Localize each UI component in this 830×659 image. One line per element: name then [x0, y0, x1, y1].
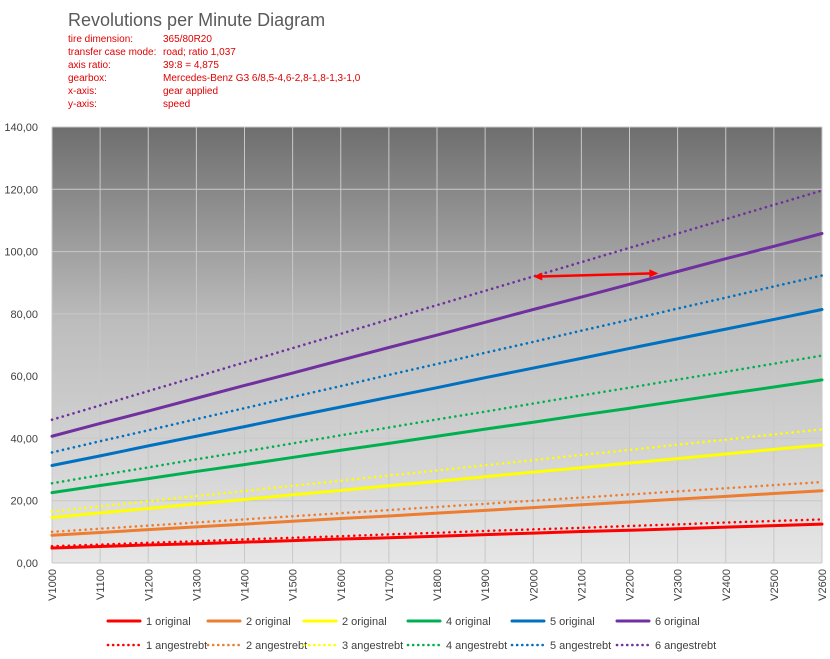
- info-label: tire dimension:: [68, 34, 134, 45]
- x-tick-label: V1400: [240, 569, 252, 601]
- x-tick-label: V1800: [432, 569, 444, 601]
- y-tick-label: 120,00: [4, 184, 38, 196]
- x-tick-label: V1500: [288, 569, 300, 601]
- annotation-arrow-shaft: [539, 272, 653, 278]
- x-axis: V1000 V1100 V1200 V1300 V1400 V1500 V1600 V1700…: [47, 569, 829, 601]
- series-line-2: [50, 489, 824, 537]
- legend-label: 2 original: [342, 616, 387, 628]
- series-line-9: [50, 428, 824, 513]
- info-value: speed: [163, 99, 191, 110]
- legend-label: 1 angestrebt: [146, 640, 207, 652]
- y-tick-label: 0,00: [17, 558, 38, 570]
- legend-label: 5 original: [550, 616, 595, 628]
- info-label: y-axis:: [68, 99, 97, 110]
- x-tick-label: V2000: [528, 569, 540, 601]
- legend: 1 original 2 original 2 original 4 original…: [106, 616, 716, 652]
- x-tick-label: V1200: [143, 569, 155, 601]
- x-tick-label: V2500: [769, 569, 781, 601]
- legend-label: 2 original: [246, 616, 291, 628]
- y-tick-label: 20,00: [10, 496, 38, 508]
- chart-title: Revolutions per Minute Diagram: [68, 10, 326, 30]
- grid-lines: [51, 126, 823, 564]
- info-label: x-axis:: [68, 86, 97, 97]
- y-tick-label: 100,00: [4, 247, 38, 259]
- x-tick-label: V1100: [95, 569, 107, 600]
- x-tick-label: V2400: [721, 569, 733, 601]
- x-tick-label: V2300: [673, 569, 685, 601]
- y-tick-label: 140,00: [4, 122, 38, 134]
- annotation-arrow-head-left: [533, 272, 543, 281]
- series-line-7: [50, 518, 824, 548]
- series-line-3: [50, 443, 824, 520]
- info-label: gearbox:: [68, 73, 107, 84]
- x-tick-label: V2100: [576, 569, 588, 601]
- info-value: Mercedes-Benz G3 6/8,5-4,6-2,8-1,8-1,3-1…: [163, 73, 361, 84]
- series-line-12: [50, 189, 824, 422]
- info-value: road; ratio 1,037: [163, 47, 236, 58]
- x-tick-label: V1600: [336, 569, 348, 601]
- x-tick-label: V1700: [384, 569, 396, 601]
- y-axis: 0,00 20,00 40,00 60,00 80,00 100,00 120,00 140,…: [4, 122, 38, 570]
- x-tick-label: V1900: [480, 569, 492, 601]
- legend-label: 5 angestrebt: [550, 640, 611, 652]
- y-tick-label: 40,00: [10, 433, 38, 445]
- info-value: 39:8 = 4,875: [163, 60, 219, 71]
- series-line-4: [50, 378, 824, 495]
- series-line-6: [50, 232, 824, 438]
- series-line-10: [50, 354, 824, 485]
- x-tick-label: V2200: [625, 569, 637, 601]
- legend-label: 1 original: [146, 616, 191, 628]
- series-group: [50, 189, 824, 550]
- annotation-group: [533, 269, 659, 281]
- x-tick-label: V2600: [817, 569, 829, 601]
- x-tick-label: V1300: [191, 569, 203, 601]
- y-tick-label: 80,00: [10, 309, 38, 321]
- legend-label: 4 angestrebt: [446, 640, 507, 652]
- series-line-5: [50, 307, 824, 468]
- y-tick-label: 60,00: [10, 371, 38, 383]
- x-tick-label: V1000: [47, 569, 59, 601]
- info-value: gear applied: [163, 86, 219, 97]
- info-value: 365/80R20: [163, 34, 212, 45]
- info-label: transfer case mode:: [68, 47, 157, 58]
- legend-label: 2 angestrebt: [246, 640, 307, 652]
- info-label: axis ratio:: [68, 60, 111, 71]
- series-line-1: [50, 522, 824, 550]
- series-line-8: [50, 480, 824, 534]
- legend-label: 4 original: [446, 616, 491, 628]
- legend-label: 6 original: [655, 616, 700, 628]
- legend-label: 6 angestrebt: [655, 640, 716, 652]
- legend-label: 3 angestrebt: [342, 640, 403, 652]
- annotation-arrow-head-right: [649, 269, 659, 278]
